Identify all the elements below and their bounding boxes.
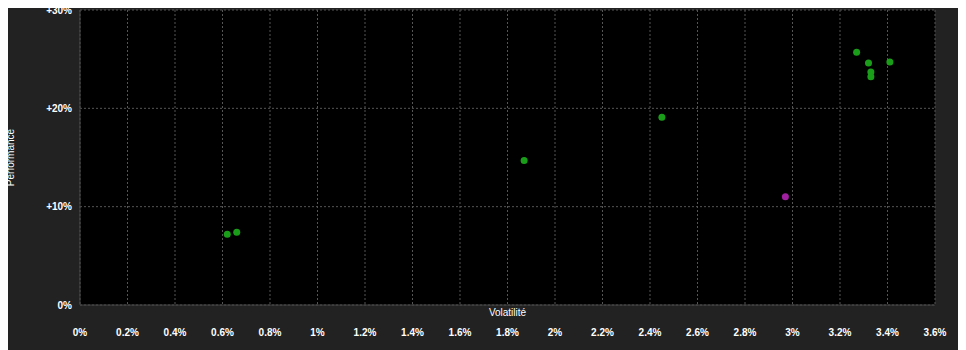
svg-text:0%: 0% bbox=[73, 327, 88, 338]
svg-text:1.4%: 1.4% bbox=[401, 327, 424, 338]
svg-text:0.6%: 0.6% bbox=[211, 327, 234, 338]
svg-text:3.6%: 3.6% bbox=[924, 327, 947, 338]
svg-text:3.4%: 3.4% bbox=[876, 327, 899, 338]
svg-text:Performance: Performance bbox=[8, 128, 16, 186]
svg-text:2.4%: 2.4% bbox=[639, 327, 662, 338]
svg-text:2%: 2% bbox=[548, 327, 563, 338]
svg-text:2.8%: 2.8% bbox=[734, 327, 757, 338]
svg-text:0.4%: 0.4% bbox=[164, 327, 187, 338]
svg-text:0.8%: 0.8% bbox=[259, 327, 282, 338]
svg-text:0.2%: 0.2% bbox=[116, 327, 139, 338]
svg-text:1.2%: 1.2% bbox=[354, 327, 377, 338]
svg-text:Volatilité: Volatilité bbox=[489, 307, 527, 318]
svg-text:3%: 3% bbox=[785, 327, 800, 338]
svg-text:+10%: +10% bbox=[46, 201, 72, 212]
svg-text:1.6%: 1.6% bbox=[449, 327, 472, 338]
svg-text:1.8%: 1.8% bbox=[496, 327, 519, 338]
svg-text:+20%: +20% bbox=[46, 103, 72, 114]
svg-text:2.6%: 2.6% bbox=[686, 327, 709, 338]
svg-text:+30%: +30% bbox=[46, 8, 72, 16]
svg-text:3.2%: 3.2% bbox=[829, 327, 852, 338]
svg-text:1%: 1% bbox=[310, 327, 325, 338]
svg-text:2.2%: 2.2% bbox=[591, 327, 614, 338]
svg-text:0%: 0% bbox=[58, 300, 73, 311]
